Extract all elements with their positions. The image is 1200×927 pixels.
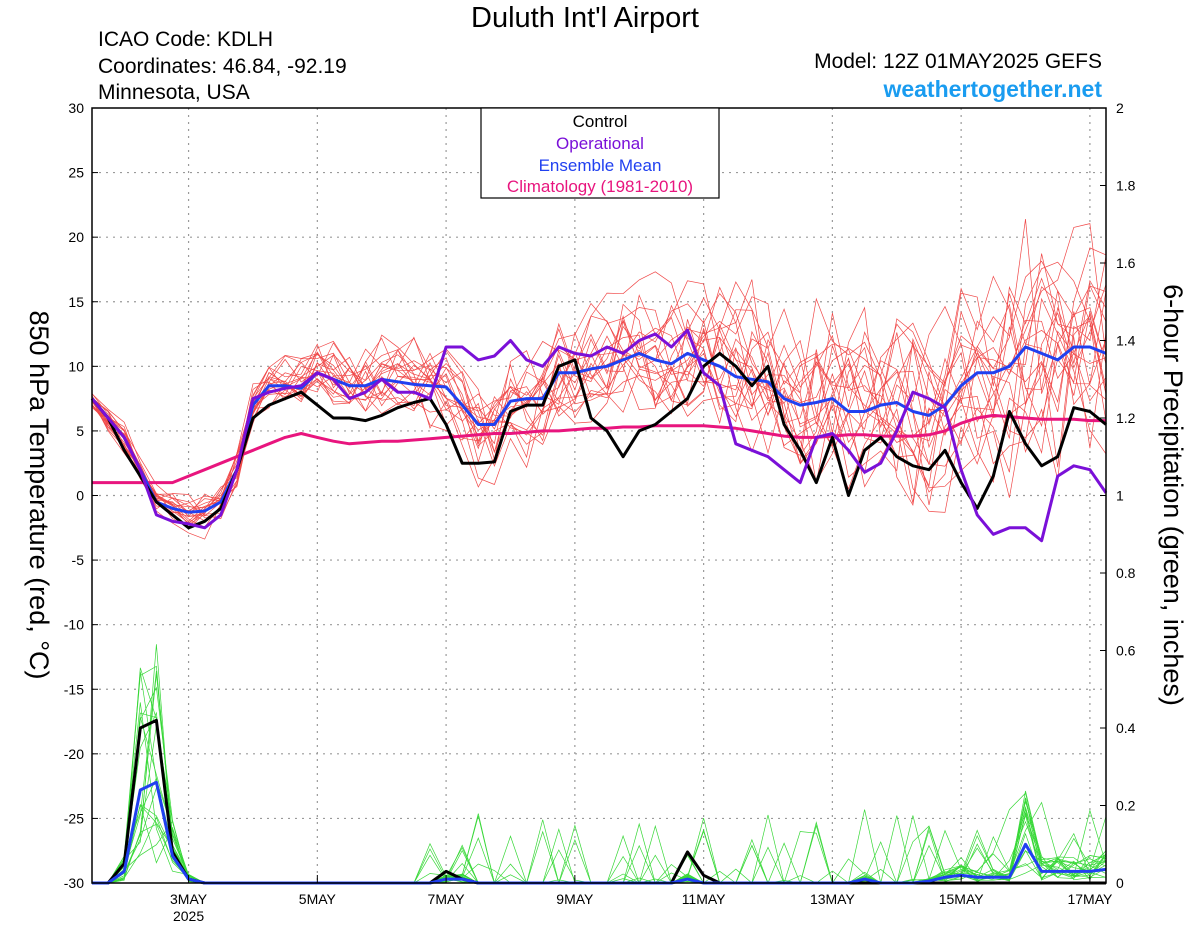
temp-member-line	[91, 275, 1107, 519]
temp-member-line	[91, 313, 1107, 520]
precip-member-line	[92, 702, 1107, 884]
left-tick-label: 15	[68, 294, 84, 310]
left-tick-label: 10	[68, 358, 84, 374]
left-tick-label: -10	[64, 617, 84, 633]
location-state: Minnesota, USA	[98, 81, 250, 104]
temp-member-line	[91, 297, 1107, 517]
temp-member-line	[91, 261, 1107, 513]
x-tick-label: 17MAY	[1067, 891, 1113, 907]
right-tick-label: 1.6	[1116, 255, 1136, 271]
temp-member-line	[91, 284, 1107, 528]
precip-member-line	[92, 712, 1107, 884]
chart-title: Duluth Int'l Airport	[471, 2, 699, 34]
temp-operational-line	[90, 328, 1108, 543]
site-link[interactable]: weathertogether.net	[883, 76, 1102, 102]
right-tick-label: 1.8	[1116, 178, 1136, 194]
precip-member-line	[92, 667, 1107, 884]
right-tick-label: 1.2	[1116, 410, 1136, 426]
left-tick-label: -30	[64, 875, 84, 891]
precip-member-line	[92, 711, 1107, 884]
precip-member-line	[92, 725, 1107, 884]
precip-member-line	[92, 686, 1107, 884]
right-tick-label: 0	[1116, 875, 1124, 891]
precip-control-line	[92, 718, 1106, 885]
temp-member-line	[91, 297, 1107, 511]
left-tick-label: -15	[64, 681, 84, 697]
ensemble-members	[91, 218, 1107, 884]
right-tick-label: 0.6	[1116, 643, 1136, 659]
right-tick-label: 0.4	[1116, 720, 1136, 736]
temp-member-line	[91, 260, 1107, 529]
precip-member-line	[92, 717, 1107, 884]
temp-member-line	[91, 253, 1107, 522]
precip-member-line	[92, 665, 1107, 884]
left-tick-label: -5	[72, 552, 85, 568]
axis-ticks: 302520151050-5-10-15-20-25-3021.81.61.41…	[64, 100, 1136, 924]
left-tick-label: 25	[68, 165, 84, 181]
x-tick-label: 13MAY	[810, 891, 856, 907]
right-tick-label: 2	[1116, 100, 1124, 116]
model-run: Model: 12Z 01MAY2025 GEFS	[814, 50, 1102, 73]
precip-member-line	[92, 644, 1107, 884]
left-axis-label: 850 hPa Temperature (red, °C)	[24, 311, 54, 680]
x-tick-label: 5MAY	[299, 891, 337, 907]
icao-code: ICAO Code: KDLH	[98, 28, 274, 51]
legend-climatology: Climatology (1981-2010)	[507, 177, 693, 196]
left-tick-label: 0	[76, 488, 84, 504]
left-tick-label: -20	[64, 746, 84, 762]
temp-climatology-1981-2010--line	[92, 413, 1106, 485]
right-tick-label: 0.2	[1116, 798, 1136, 814]
right-tick-label: 0.8	[1116, 565, 1136, 581]
x-tick-label: 3MAY	[170, 891, 208, 907]
temp-member-line	[91, 279, 1107, 522]
x-tick-label: 9MAY	[556, 891, 594, 907]
legend-operational: Operational	[556, 134, 644, 153]
legend-control: Control	[573, 112, 628, 131]
left-tick-label: 5	[76, 423, 84, 439]
right-tick-label: 1	[1116, 488, 1124, 504]
left-tick-label: -25	[64, 810, 84, 826]
gridlines	[92, 108, 1106, 883]
temp-control-line	[90, 351, 1107, 530]
x-tick-label: 7MAY	[428, 891, 466, 907]
precip-member-line	[92, 786, 1107, 884]
precip-ensemble-mean-line	[92, 780, 1107, 885]
temp-member-line	[91, 247, 1107, 513]
left-tick-label: 20	[68, 229, 84, 245]
temp-member-line	[91, 223, 1107, 526]
legend-ensemble-mean: Ensemble Mean	[539, 156, 662, 175]
right-axis-label: 6-hour Precipitation (green, inches)	[1158, 284, 1188, 706]
temp-member-line	[91, 279, 1107, 517]
x-tick-label: 15MAY	[939, 891, 985, 907]
x-tick-label: 11MAY	[682, 891, 726, 907]
coordinates: Coordinates: 46.84, -92.19	[98, 55, 347, 78]
left-tick-label: 30	[68, 100, 84, 116]
x-tick-year: 2025	[173, 908, 204, 924]
right-tick-label: 1.4	[1116, 333, 1136, 349]
legend: Control Operational Ensemble Mean Climat…	[480, 107, 720, 199]
legend-box	[480, 107, 720, 199]
